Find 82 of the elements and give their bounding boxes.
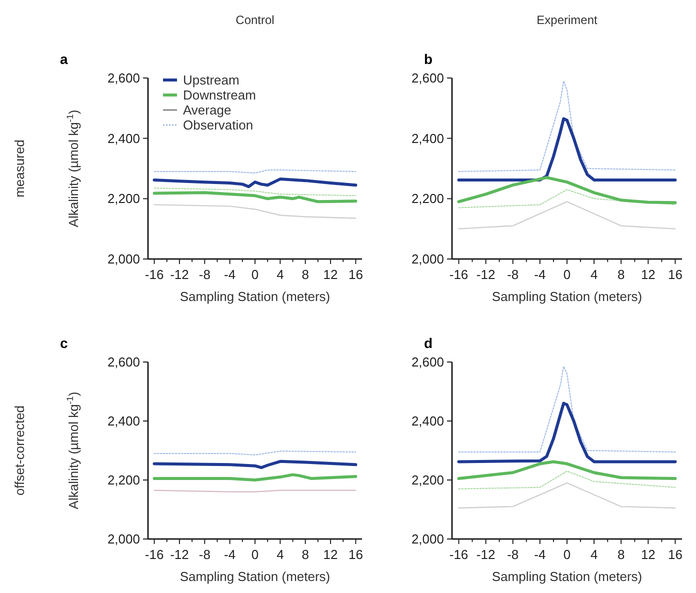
x-tick-label: 4	[590, 267, 598, 282]
x-tick-label: 12	[640, 267, 656, 282]
x-axis-title: Sampling Station (meters)	[180, 569, 330, 584]
y-tick-label: 2,400	[107, 414, 140, 429]
x-tick-label: -12	[170, 267, 189, 282]
x-tick-label: 8	[302, 547, 309, 562]
x-tick-label: -4	[224, 267, 236, 282]
y-tick-label: 2,200	[107, 191, 140, 206]
x-tick-label: 12	[640, 547, 656, 562]
x-tick-label: 0	[251, 547, 259, 562]
x-tick-label: 16	[668, 547, 682, 562]
y-tick-label: 2,400	[411, 130, 444, 146]
chart-title: Control	[236, 13, 274, 27]
chart-title: Experiment	[536, 13, 598, 27]
x-tick-label: -16	[144, 267, 164, 282]
line-series	[458, 201, 676, 230]
x-tick-label: -8	[507, 547, 519, 562]
x-tick-label: 4	[276, 267, 284, 282]
y-tick-label: 2,000	[107, 532, 140, 547]
line-series	[457, 176, 677, 204]
x-tick-label: 0	[563, 547, 571, 562]
line-series	[152, 460, 358, 470]
x-tick-label: -12	[476, 267, 496, 282]
y-tick-label: 2,000	[411, 252, 444, 267]
line-series	[457, 402, 677, 464]
x-tick-label: 8	[302, 267, 309, 282]
x-tick-label: -16	[449, 547, 468, 562]
text: offset-corrected	[12, 405, 27, 496]
chart-subtitle: d	[424, 335, 433, 351]
x-tick-label: 16	[348, 547, 363, 562]
y-tick-label: 2,600	[411, 70, 444, 86]
legend-label: Observation	[183, 118, 254, 133]
y-tick-label: 2,200	[411, 191, 444, 206]
line-series	[458, 366, 676, 452]
x-tick-label: 0	[251, 267, 259, 282]
line-series	[152, 191, 358, 204]
x-tick-label: -16	[144, 547, 164, 562]
x-tick-label: 16	[668, 267, 682, 282]
x-tick-label: -16	[449, 267, 468, 282]
y-tick-label: 2,600	[107, 354, 140, 370]
text: measured	[12, 140, 27, 198]
x-axis-title: Sampling Station (meters)	[492, 569, 642, 584]
line-series	[458, 470, 676, 490]
y-tick-label: 2,600	[411, 354, 444, 370]
chart-subtitle: c	[60, 335, 68, 351]
x-tick-label: 4	[590, 547, 598, 562]
legend-label: Upstream	[183, 72, 240, 88]
x-tick-label: 16	[348, 267, 363, 282]
line-series	[458, 80, 676, 172]
x-tick-label: -8	[507, 267, 519, 282]
x-tick-label: -4	[534, 547, 546, 562]
x-tick-label: 8	[618, 547, 625, 562]
line-series	[152, 178, 358, 188]
x-tick-label: 8	[618, 267, 625, 282]
annotation: Average	[183, 102, 232, 118]
x-axis-title: Sampling Station (meters)	[180, 289, 330, 304]
legend-label: Downstream	[183, 88, 256, 103]
x-tick-label: 0	[563, 267, 571, 282]
line-series	[457, 460, 677, 480]
line-series	[458, 482, 676, 509]
chart-subtitle: b	[424, 51, 433, 67]
x-tick-label: -12	[476, 547, 496, 562]
y-tick-label: 2,000	[411, 532, 444, 547]
line-series	[154, 204, 356, 219]
y-tick-label: 2,600	[107, 70, 140, 86]
x-tick-label: -8	[198, 267, 210, 282]
x-tick-label: 4	[276, 547, 284, 562]
y-tick-label: 2,000	[107, 252, 140, 267]
x-tick-label: 12	[323, 267, 338, 282]
y-tick-label: 2,400	[411, 414, 444, 429]
y-tick-label: 2,200	[411, 472, 444, 488]
y-tick-label: 2,400	[107, 130, 140, 146]
x-tick-label: -12	[170, 547, 189, 562]
x-tick-label: 12	[323, 547, 338, 562]
chart-subtitle: a	[60, 51, 68, 67]
x-tick-label: -4	[534, 267, 546, 282]
x-axis-title: Sampling Station (meters)	[492, 289, 642, 304]
line-series	[457, 117, 677, 182]
x-tick-label: -8	[198, 547, 210, 562]
y-tick-label: 2,200	[107, 472, 140, 488]
line-series	[154, 188, 356, 196]
x-tick-label: -4	[224, 547, 236, 562]
